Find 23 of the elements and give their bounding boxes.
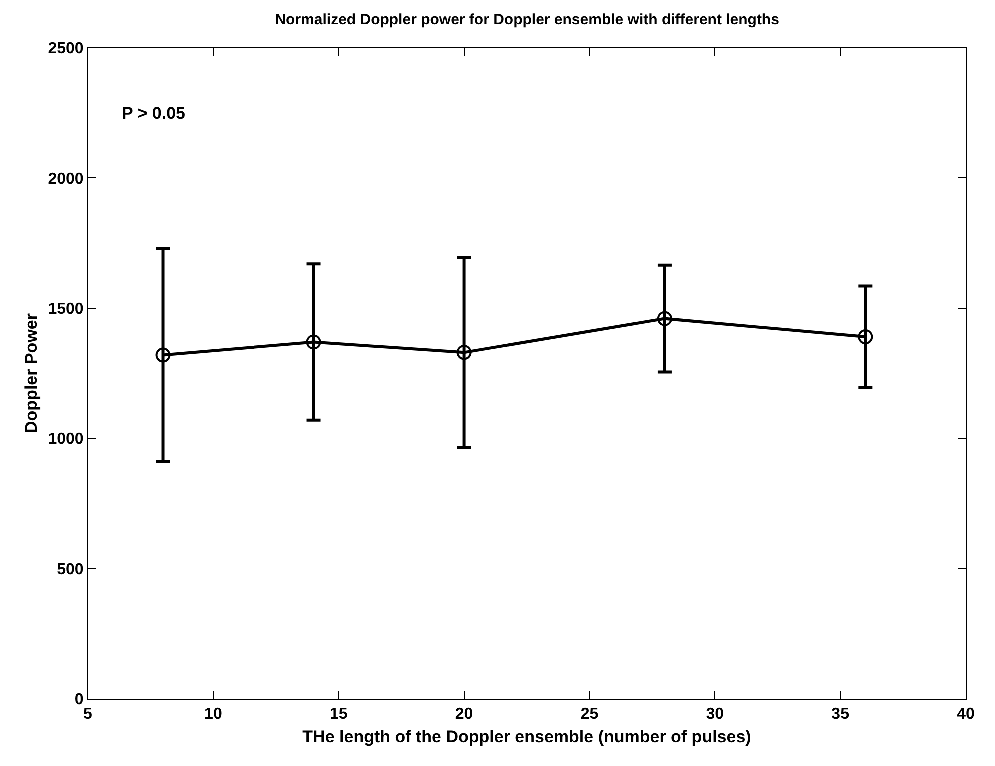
x-tick-label: 40: [957, 706, 975, 724]
x-tick-label: 30: [706, 706, 724, 724]
y-tick-label: 2500: [48, 40, 84, 58]
y-axis-title: Doppler Power: [22, 313, 41, 434]
point: [156, 348, 171, 363]
point: [456, 345, 472, 360]
y-tick-label: 500: [57, 561, 84, 578]
x-tick-label: 5: [84, 706, 93, 724]
y-tick-label: 1500: [48, 301, 84, 318]
y-tick-label: 1000: [48, 431, 84, 448]
point: [657, 311, 672, 326]
chart-title: Normalized Doppler power for Doppler ensemble with different lengths: [275, 11, 780, 28]
y-tick-label: 0: [74, 692, 84, 709]
x-axis-title: THe length of the Doppler ensemble (number of pulses): [302, 728, 752, 747]
x-tick-label: 20: [455, 706, 474, 724]
annotation: P > 0.05: [122, 104, 186, 123]
point: [858, 330, 874, 345]
x-tick-label: 35: [832, 706, 850, 724]
x-tick-label: 10: [204, 706, 222, 724]
point: [306, 334, 322, 350]
y-tick-label: 2000: [48, 170, 84, 188]
x-tick-label: 25: [580, 706, 599, 724]
x-tick-label: 15: [330, 706, 348, 724]
